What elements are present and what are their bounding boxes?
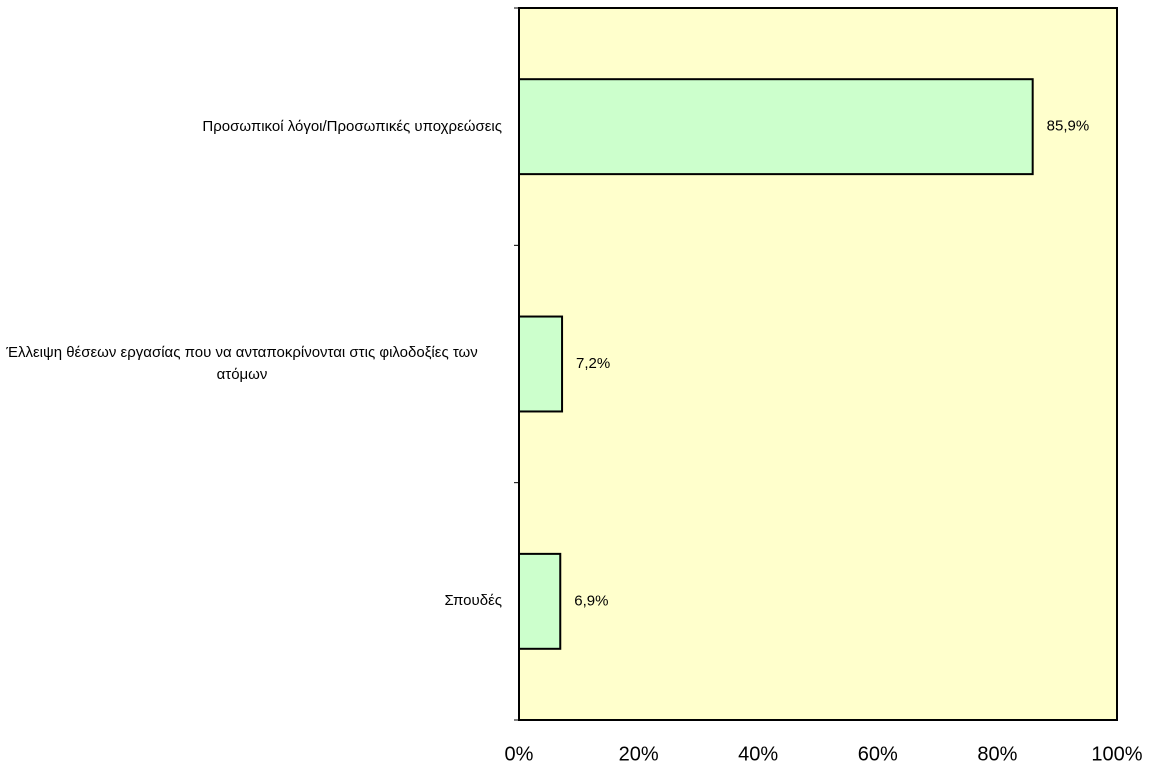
- bar: [518, 78, 1034, 176]
- y-category-wrap: Έλλειψη θέσεων εργασίας που να ανταποκρί…: [0, 342, 502, 386]
- bar: [518, 315, 564, 413]
- y-tick-label: Έλλειψη θέσεων εργασίας που να ανταποκρί…: [6, 344, 478, 383]
- x-tick-label: 0%: [505, 743, 534, 765]
- x-tick-label: 40%: [738, 743, 778, 765]
- bar: [518, 552, 562, 650]
- value-label: 85,9%: [1047, 118, 1090, 135]
- x-tick-label: 80%: [977, 743, 1017, 765]
- y-tick-label: Σπουδές: [444, 592, 502, 610]
- y-category-wrap: Σπουδές: [0, 590, 502, 612]
- x-tick-label: 60%: [858, 743, 898, 765]
- y-tick-label: Προσωπικοί λόγοι/Προσωπικές υποχρεώσεις: [202, 117, 502, 135]
- x-tick-label: 100%: [1091, 743, 1142, 765]
- x-tick-label: 20%: [619, 743, 659, 765]
- y-category-wrap: Προσωπικοί λόγοι/Προσωπικές υποχρεώσεις: [0, 116, 502, 138]
- value-label: 6,9%: [574, 592, 608, 609]
- value-label: 7,2%: [576, 355, 610, 372]
